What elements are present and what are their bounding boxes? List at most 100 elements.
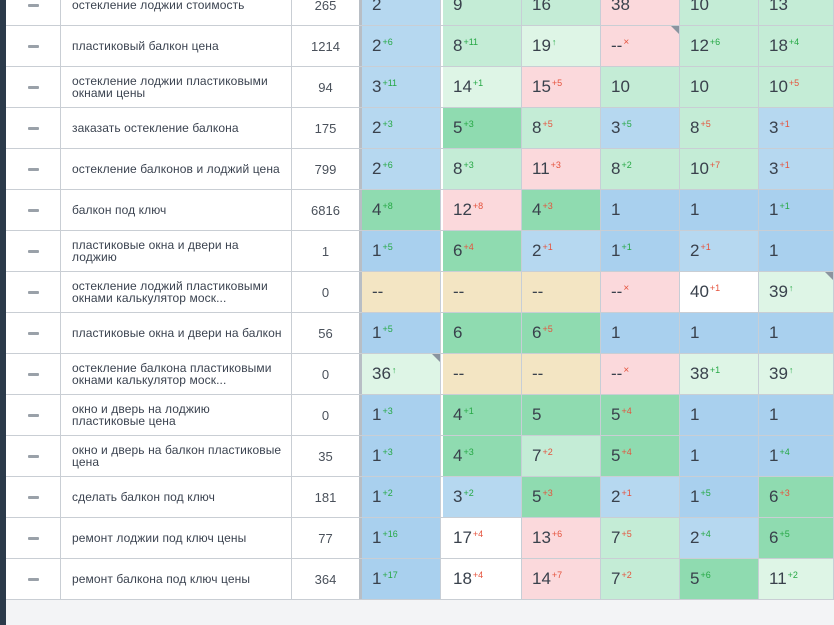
position-cell[interactable]: 1 +1 xyxy=(601,231,680,271)
table-row[interactable]: остекление балконов и лоджий цена 799 2 +6 8… xyxy=(6,149,834,190)
row-toggle-button[interactable] xyxy=(6,313,61,353)
table-row[interactable]: ремонт балкона под ключ цены 364 1 +17 18 +4 1… xyxy=(6,559,834,600)
position-cell[interactable]: 1 xyxy=(680,313,759,353)
position-cell[interactable]: 6 +5 xyxy=(522,313,601,353)
position-cell[interactable]: 2 +1 xyxy=(522,231,601,271)
table-row[interactable]: балкон под ключ 6816 4 +8 12 +8 4 +3 1 1 1 +1 xyxy=(6,190,834,231)
position-cell[interactable]: 1 xyxy=(601,190,680,230)
position-cell[interactable]: 18 +4 xyxy=(443,559,522,599)
position-cell[interactable]: -- xyxy=(522,272,601,312)
position-cell[interactable]: 1 +1 xyxy=(759,190,834,230)
position-cell[interactable]: 8 +2 xyxy=(601,149,680,189)
table-row[interactable]: пластиковый балкон цена 1214 2 +6 8 +11 19 ↑ -- ×… xyxy=(6,26,834,67)
row-toggle-button[interactable] xyxy=(6,190,61,230)
table-row[interactable]: ремонт лоджии под ключ цены 77 1 +16 17 +4 13 +… xyxy=(6,518,834,559)
position-cell[interactable]: 2 +3 xyxy=(362,108,441,148)
position-cell[interactable]: 19 ↑ xyxy=(522,26,601,66)
position-cell[interactable]: 1 xyxy=(601,313,680,353)
row-toggle-button[interactable] xyxy=(6,26,61,66)
position-cell[interactable]: -- xyxy=(443,354,522,394)
row-toggle-button[interactable] xyxy=(6,518,61,558)
position-cell[interactable]: 1 xyxy=(759,313,834,353)
position-cell[interactable]: 3 +2 xyxy=(443,477,522,517)
position-cell[interactable]: 5 +6 xyxy=(680,559,759,599)
position-cell[interactable]: 1 +5 xyxy=(362,313,441,353)
row-toggle-button[interactable] xyxy=(6,0,61,25)
position-cell[interactable]: -- xyxy=(522,354,601,394)
position-cell[interactable]: 9 xyxy=(443,0,522,25)
position-cell[interactable]: 40 +1 xyxy=(680,272,759,312)
position-cell[interactable]: 1 xyxy=(759,231,834,271)
position-cell[interactable]: 1 xyxy=(680,395,759,435)
position-cell[interactable]: 16 xyxy=(522,0,601,25)
position-cell[interactable]: 13 xyxy=(759,0,834,25)
position-cell[interactable]: 8 +5 xyxy=(522,108,601,148)
position-cell[interactable]: 39 ↑ xyxy=(759,272,834,312)
table-row[interactable]: пластиковые окна и двери на балкон 56 1 +5 6… xyxy=(6,313,834,354)
position-cell[interactable]: 4 +1 xyxy=(443,395,522,435)
position-cell[interactable]: 5 +4 xyxy=(601,395,680,435)
position-cell[interactable]: 5 +4 xyxy=(601,436,680,476)
position-cell[interactable]: 1 +3 xyxy=(362,395,441,435)
position-cell[interactable]: 3 +1 xyxy=(759,149,834,189)
position-cell[interactable]: 8 +11 xyxy=(443,26,522,66)
position-cell[interactable]: 10 +5 xyxy=(759,67,834,107)
row-toggle-button[interactable] xyxy=(6,395,61,435)
position-cell[interactable]: 2 +4 xyxy=(680,518,759,558)
position-cell[interactable]: 14 +7 xyxy=(522,559,601,599)
position-cell[interactable]: 36 ↑ xyxy=(362,354,441,394)
row-toggle-button[interactable] xyxy=(6,231,61,271)
position-cell[interactable]: 18 +4 xyxy=(759,26,834,66)
position-cell[interactable]: 11 +2 xyxy=(759,559,834,599)
position-cell[interactable]: 38 +1 xyxy=(680,354,759,394)
position-cell[interactable]: 13 +6 xyxy=(522,518,601,558)
position-cell[interactable]: 10 +7 xyxy=(680,149,759,189)
position-cell[interactable]: 7 +5 xyxy=(601,518,680,558)
table-row[interactable]: остекление лоджий пластиковыми окнами ка… xyxy=(6,272,834,313)
position-cell[interactable]: 4 +3 xyxy=(443,436,522,476)
position-cell[interactable]: 5 +3 xyxy=(443,108,522,148)
position-cell[interactable]: 38 xyxy=(601,0,680,25)
position-cell[interactable]: 7 +2 xyxy=(601,559,680,599)
position-cell[interactable]: 6 xyxy=(443,313,522,353)
position-cell[interactable]: 1 +4 xyxy=(759,436,834,476)
position-cell[interactable]: 10 xyxy=(680,67,759,107)
position-cell[interactable]: -- × xyxy=(601,272,680,312)
position-cell[interactable]: 8 +3 xyxy=(443,149,522,189)
table-row[interactable]: окно и дверь на балкон пластиковые цена 3… xyxy=(6,436,834,477)
position-cell[interactable]: 3 +1 xyxy=(759,108,834,148)
position-cell[interactable]: -- × xyxy=(601,354,680,394)
position-cell[interactable]: 2 +6 xyxy=(362,26,441,66)
position-cell[interactable]: 1 +3 xyxy=(362,436,441,476)
position-cell[interactable]: 10 xyxy=(680,0,759,25)
table-row[interactable]: сделать балкон под ключ 181 1 +2 3 +2 5 +3 2 +1 1 +… xyxy=(6,477,834,518)
position-cell[interactable]: 1 xyxy=(759,395,834,435)
position-cell[interactable]: 1 xyxy=(680,190,759,230)
position-cell[interactable]: 2 +6 xyxy=(362,149,441,189)
position-cell[interactable]: 6 +5 xyxy=(759,518,834,558)
row-toggle-button[interactable] xyxy=(6,436,61,476)
position-cell[interactable]: 1 +2 xyxy=(362,477,441,517)
row-toggle-button[interactable] xyxy=(6,149,61,189)
position-cell[interactable]: 1 +17 xyxy=(362,559,441,599)
position-cell[interactable]: -- × xyxy=(601,26,680,66)
position-cell[interactable]: 1 xyxy=(680,436,759,476)
position-cell[interactable]: 6 +3 xyxy=(759,477,834,517)
position-cell[interactable]: 14 +1 xyxy=(443,67,522,107)
position-cell[interactable]: 8 +5 xyxy=(680,108,759,148)
table-row[interactable]: остекление лоджии стоимость 265 2 9 16 38 10 13 xyxy=(6,0,834,26)
position-cell[interactable]: 3 +5 xyxy=(601,108,680,148)
position-cell[interactable]: 1 +16 xyxy=(362,518,441,558)
position-cell[interactable]: 11 +3 xyxy=(522,149,601,189)
row-toggle-button[interactable] xyxy=(6,354,61,394)
table-row[interactable]: остекление балкона пластиковыми окнами к… xyxy=(6,354,834,395)
position-cell[interactable]: 4 +3 xyxy=(522,190,601,230)
row-toggle-button[interactable] xyxy=(6,67,61,107)
position-cell[interactable]: 12 +8 xyxy=(443,190,522,230)
position-cell[interactable]: 4 +8 xyxy=(362,190,441,230)
position-cell[interactable]: 12 +6 xyxy=(680,26,759,66)
position-cell[interactable]: 17 +4 xyxy=(443,518,522,558)
position-cell[interactable]: 10 xyxy=(601,67,680,107)
position-cell[interactable]: 2 +1 xyxy=(601,477,680,517)
position-cell[interactable]: 1 +5 xyxy=(680,477,759,517)
